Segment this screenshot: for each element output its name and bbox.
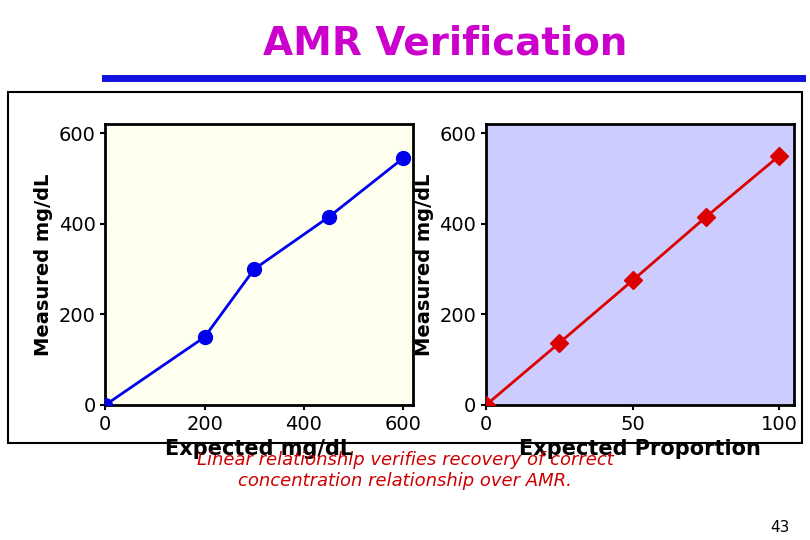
Text: Linear relationship verifies recovery of correct
concentration relationship over: Linear relationship verifies recovery of… — [197, 451, 613, 490]
Y-axis label: Measured mg/dL: Measured mg/dL — [34, 173, 53, 356]
Text: AMR Verification: AMR Verification — [263, 24, 628, 62]
X-axis label: Expected mg/dL: Expected mg/dL — [165, 439, 353, 460]
Y-axis label: Measured mg/dL: Measured mg/dL — [415, 173, 434, 356]
Text: 43: 43 — [770, 519, 790, 535]
X-axis label: Expected Proportion: Expected Proportion — [519, 439, 761, 460]
